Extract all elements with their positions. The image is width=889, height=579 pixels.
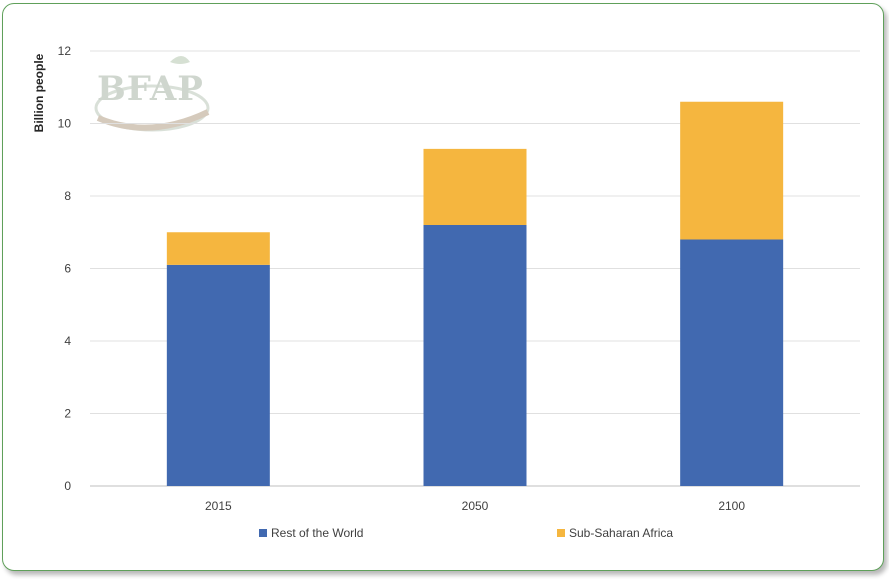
legend-label: Sub-Saharan Africa: [569, 526, 673, 540]
x-tick-label: 2050: [462, 499, 489, 513]
bar-rest-of-world-2015: [166, 264, 270, 486]
y-tick-label: 10: [58, 117, 72, 131]
y-tick-label: 2: [64, 407, 71, 421]
bar-rest-of-world-2050: [423, 225, 527, 486]
y-tick-label: 12: [58, 44, 72, 58]
bar-sub-saharan-africa-2015: [166, 232, 270, 265]
y-tick-label: 0: [64, 479, 71, 493]
y-axis-label: Billion people: [32, 53, 46, 132]
y-tick-label: 4: [64, 334, 71, 348]
y-tick-label: 8: [64, 189, 71, 203]
legend-label: Rest of the World: [271, 526, 363, 540]
y-tick-label: 6: [64, 262, 71, 276]
bar-sub-saharan-africa-2100: [680, 101, 784, 240]
x-tick-label: 2100: [718, 499, 745, 513]
watermark-text: BFAP: [97, 69, 204, 109]
x-tick-label: 2015: [205, 499, 232, 513]
bar-rest-of-world-2100: [680, 239, 784, 486]
bar-sub-saharan-africa-2050: [423, 148, 527, 225]
legend-swatch: [557, 529, 565, 537]
bfap-logo-watermark: BFAP: [94, 56, 210, 132]
legend-swatch: [259, 529, 267, 537]
